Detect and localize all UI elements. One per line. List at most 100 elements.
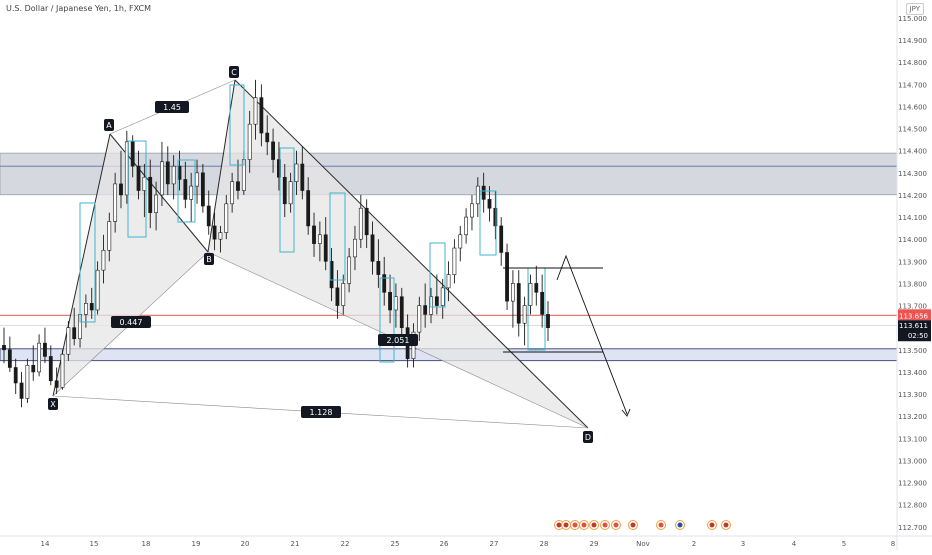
projection-path[interactable]: [556, 254, 628, 415]
candle[interactable]: [528, 274, 533, 315]
candle[interactable]: [516, 270, 521, 337]
candle[interactable]: [306, 177, 311, 235]
order-block-box[interactable]: [127, 140, 147, 238]
candle[interactable]: [277, 141, 281, 191]
order-block-box[interactable]: [379, 277, 395, 363]
candle[interactable]: [464, 208, 469, 244]
candle[interactable]: [200, 163, 205, 213]
candle[interactable]: [54, 367, 59, 395]
order-block-box[interactable]: [79, 202, 96, 323]
currency-badge[interactable]: JPY: [905, 3, 924, 15]
candle[interactable]: [48, 345, 53, 386]
pattern-point-a[interactable]: A: [104, 119, 114, 131]
candle[interactable]: [171, 155, 176, 200]
ratio-label[interactable]: 1.128: [301, 406, 341, 418]
event-flag-us-icon[interactable]: [707, 520, 717, 530]
candle[interactable]: [247, 110, 252, 173]
event-flag-us-icon[interactable]: [628, 520, 638, 530]
order-block-box[interactable]: [329, 192, 346, 281]
candle[interactable]: [25, 358, 30, 403]
event-flag-us-icon[interactable]: [561, 520, 571, 530]
candle[interactable]: [353, 225, 357, 271]
order-block-box[interactable]: [279, 147, 295, 253]
candle[interactable]: [282, 163, 287, 218]
order-block-box[interactable]: [429, 242, 446, 308]
candle[interactable]: [43, 327, 47, 364]
pattern-point-b[interactable]: B: [204, 253, 214, 265]
candle[interactable]: [382, 256, 387, 306]
candle[interactable]: [136, 150, 141, 200]
candle[interactable]: [487, 186, 492, 222]
event-flag-us-icon[interactable]: [721, 520, 731, 530]
candle[interactable]: [89, 287, 94, 319]
candle[interactable]: [376, 239, 381, 288]
pattern-triangle-xab[interactable]: [53, 134, 208, 396]
candle[interactable]: [364, 199, 369, 249]
candle[interactable]: [259, 84, 264, 147]
candle[interactable]: [66, 321, 71, 361]
candle[interactable]: [218, 225, 223, 253]
pattern-point-c[interactable]: C: [229, 66, 239, 78]
candle[interactable]: [458, 225, 463, 262]
candle[interactable]: [165, 146, 170, 195]
candle[interactable]: [440, 279, 445, 319]
candle[interactable]: [212, 212, 217, 251]
ratio-label[interactable]: 2.051: [378, 334, 418, 346]
event-flag-us-icon[interactable]: [589, 520, 599, 530]
candle[interactable]: [19, 371, 24, 408]
candle[interactable]: [60, 349, 65, 390]
candle[interactable]: [130, 135, 135, 178]
candle[interactable]: [253, 79, 258, 140]
candle[interactable]: [347, 248, 352, 293]
candle[interactable]: [13, 358, 18, 395]
event-flag-jp-icon[interactable]: [579, 520, 589, 530]
candle[interactable]: [505, 243, 509, 310]
candle[interactable]: [540, 274, 545, 328]
event-flag-jp-icon[interactable]: [570, 520, 580, 530]
pattern-leg-cd[interactable]: [234, 79, 589, 429]
candle[interactable]: [534, 265, 539, 306]
candle[interactable]: [323, 217, 328, 271]
candle[interactable]: [300, 146, 305, 200]
event-flag-us-icon[interactable]: [554, 520, 564, 530]
candle[interactable]: [370, 221, 375, 275]
candle[interactable]: [511, 270, 515, 328]
candle[interactable]: [399, 287, 404, 337]
candle[interactable]: [160, 141, 164, 207]
candle[interactable]: [236, 159, 240, 200]
candle[interactable]: [154, 181, 158, 231]
pattern-point-d[interactable]: D: [583, 431, 593, 443]
candle[interactable]: [452, 239, 457, 284]
candle[interactable]: [224, 194, 229, 240]
candle[interactable]: [265, 115, 270, 156]
candle[interactable]: [493, 190, 498, 240]
candle[interactable]: [317, 221, 322, 262]
candle[interactable]: [7, 336, 12, 372]
candle[interactable]: [113, 172, 118, 233]
order-block-box[interactable]: [229, 84, 245, 166]
candle[interactable]: [294, 150, 299, 195]
candle[interactable]: [72, 307, 77, 346]
candle[interactable]: [271, 128, 275, 173]
candle[interactable]: [335, 270, 340, 319]
pattern-point-x[interactable]: X: [48, 398, 58, 410]
candle[interactable]: [189, 172, 194, 222]
candle[interactable]: [230, 172, 235, 213]
candle[interactable]: [31, 345, 36, 381]
event-flag-jp-icon[interactable]: [600, 520, 610, 530]
event-flag-jp-icon[interactable]: [656, 520, 666, 530]
event-flag-eu-icon[interactable]: [675, 520, 685, 530]
candle[interactable]: [288, 172, 293, 213]
candle[interactable]: [546, 301, 550, 341]
candle[interactable]: [470, 194, 474, 231]
candle[interactable]: [499, 217, 504, 266]
candle[interactable]: [423, 283, 428, 328]
candle[interactable]: [101, 234, 106, 284]
ratio-label[interactable]: 0.447: [111, 316, 151, 328]
candle[interactable]: [119, 150, 123, 209]
candle[interactable]: [417, 296, 422, 341]
order-block-box[interactable]: [177, 159, 196, 223]
candle[interactable]: [206, 190, 211, 235]
event-flag-jp-icon[interactable]: [611, 520, 621, 530]
candle[interactable]: [481, 172, 486, 213]
